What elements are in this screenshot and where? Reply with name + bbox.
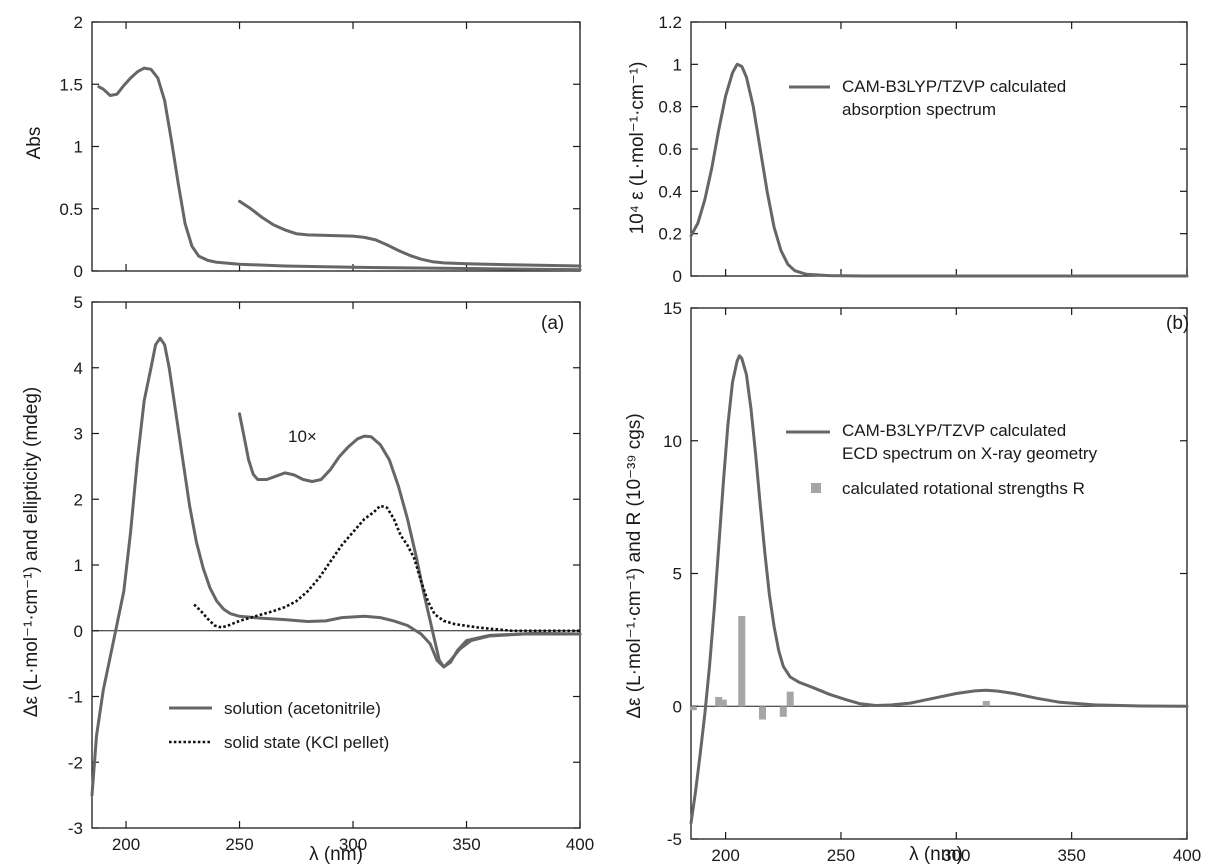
cd-a-xtick-label: 300 xyxy=(339,835,367,854)
abs-ytick-label: 1.5 xyxy=(59,75,83,94)
eps-ylabel: 10⁴ ε (L·mol⁻¹·cm⁻¹) xyxy=(627,62,648,235)
cd-a-ytick-label: -1 xyxy=(68,688,83,707)
eps-frame xyxy=(690,21,1188,277)
cd-b-panel-label: (b) xyxy=(1166,313,1189,334)
cd-b-ytick-label: -5 xyxy=(667,830,682,849)
cd-a-ytick-label: -3 xyxy=(68,819,83,838)
abs-plot-area: 0 0.5 1 1.5 2 xyxy=(59,13,582,281)
cd-a-legend-solid-state: solid state (KCl pellet) xyxy=(224,733,389,752)
cd-a-ytick-label: 1 xyxy=(74,556,83,575)
cd-b-rotational-strength-bar xyxy=(982,700,990,707)
eps-ytick-label: 0.6 xyxy=(658,140,682,159)
panel-cd-a: 200 250 300 350 400 -3 -2 -1 0 1 2 3 4 5 (a) 10× solu… xyxy=(21,293,594,865)
cd-b-legend-line-1: CAM-B3LYP/TZVP calculated xyxy=(842,421,1066,440)
cd-b-plot-area: 200 250 300 350 400 -5 0 5 10 15 xyxy=(663,299,1201,865)
cd-b-xtick-label: 350 xyxy=(1057,846,1085,865)
abs-frame xyxy=(91,21,581,272)
cd-b-rotational-strength-bar xyxy=(786,691,794,707)
eps-series-0-line xyxy=(689,62,1189,278)
eps-plot-area: 0 0.2 0.4 0.6 0.8 1 1.2 xyxy=(658,13,1189,286)
cd-a-series-1-line xyxy=(238,412,582,669)
abs-ytick-label: 0 xyxy=(74,262,83,281)
eps-ytick-label: 0.2 xyxy=(658,225,682,244)
cd-b-legend-line-2: ECD spectrum on X-ray geometry xyxy=(842,444,1098,463)
panel-epsilon: 0 0.2 0.4 0.6 0.8 1 1.2 10⁴ ε (L·mol⁻¹·cm⁻¹) C… xyxy=(627,13,1189,286)
cd-a-series-2-line xyxy=(193,504,580,633)
cd-a-ytick-label: 5 xyxy=(74,293,83,312)
cd-a-xtick-label: 200 xyxy=(112,835,140,854)
cd-a-xlabel: λ (nm) xyxy=(309,844,363,865)
cd-b-rotational-strength-bar xyxy=(759,706,767,720)
eps-legend-line-2: absorption spectrum xyxy=(842,100,996,119)
cd-b-xtick-label: 300 xyxy=(942,846,970,865)
cd-b-ytick-label: 0 xyxy=(673,697,682,716)
cd-a-panel-label: (a) xyxy=(541,313,564,334)
eps-ytick-label: 0.4 xyxy=(658,182,682,201)
cd-b-xlabel: λ (nm) xyxy=(909,844,963,865)
cd-a-xtick-label: 250 xyxy=(225,835,253,854)
cd-b-rotational-strength-bar xyxy=(779,706,787,717)
cd-a-xtick-label: 400 xyxy=(566,835,594,854)
cd-a-ytick-label: 2 xyxy=(74,490,83,509)
cd-b-legend-swatch-rotational-strengths xyxy=(811,483,821,493)
eps-ytick-label: 1.2 xyxy=(658,13,682,32)
abs-ytick-label: 0.5 xyxy=(59,200,83,219)
cd-b-ytick-label: 15 xyxy=(663,299,682,318)
cd-b-ytick-label: 5 xyxy=(673,565,682,584)
cd-b-ylabel: Δε (L·mol⁻¹·cm⁻¹) and R (10⁻³⁹ cgs) xyxy=(624,413,645,718)
abs-series-0-line xyxy=(97,66,582,272)
cd-a-annotation-10x: 10× xyxy=(288,427,317,446)
cd-b-rotational-strength-bar xyxy=(719,699,727,707)
abs-ytick-label: 1 xyxy=(74,138,83,157)
abs-ytick-label: 2 xyxy=(74,13,83,32)
cd-b-xtick-label: 400 xyxy=(1173,846,1201,865)
eps-ytick-label: 0.8 xyxy=(658,98,682,117)
cd-a-xtick-label: 350 xyxy=(452,835,480,854)
cd-b-rotational-strength-bar xyxy=(689,706,697,711)
eps-ytick-label: 0 xyxy=(673,267,682,286)
cd-a-plot-area: 200 250 300 350 400 -3 -2 -1 0 1 2 3 4 5 xyxy=(68,293,594,854)
cd-b-legend-rotational-strengths: calculated rotational strengths R xyxy=(842,479,1085,498)
cd-b-rotational-strength-bar xyxy=(738,615,746,707)
abs-series-1-line xyxy=(238,199,582,268)
cd-b-frame xyxy=(690,307,1188,840)
cd-a-ytick-label: 0 xyxy=(74,622,83,641)
panel-cd-b: 200 250 300 350 400 -5 0 5 10 15 (b) CAM-B3LYP/TZ… xyxy=(624,299,1201,865)
cd-b-rotational-strength-bar xyxy=(715,696,723,707)
eps-ytick-label: 1 xyxy=(673,55,682,74)
panel-absorbance: 0 0.5 1 1.5 2 Abs xyxy=(24,13,582,281)
cd-a-ytick-label: -2 xyxy=(68,753,83,772)
abs-ylabel: Abs xyxy=(24,127,45,160)
cd-b-series-0-line xyxy=(689,354,1189,825)
eps-legend-line-1: CAM-B3LYP/TZVP calculated xyxy=(842,77,1066,96)
cd-a-ytick-label: 4 xyxy=(74,359,83,378)
cd-a-ylabel: Δε (L·mol⁻¹·cm⁻¹) and ellipticity (mdeg) xyxy=(21,387,42,718)
cd-a-ytick-label: 3 xyxy=(74,425,83,444)
cd-b-xtick-label: 250 xyxy=(827,846,855,865)
cd-a-series-0-line xyxy=(90,336,582,797)
cd-a-legend-solution: solution (acetonitrile) xyxy=(224,699,381,718)
cd-b-xtick-label: 200 xyxy=(711,846,739,865)
cd-b-ytick-label: 10 xyxy=(663,432,682,451)
